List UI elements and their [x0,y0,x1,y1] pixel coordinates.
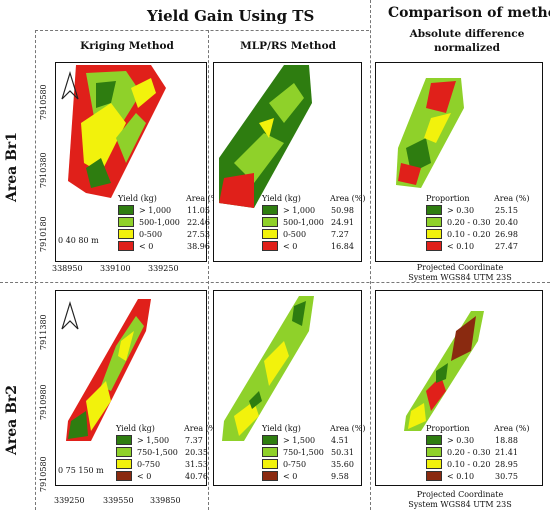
br2-y-tick: 7910580 [39,456,48,492]
divider [208,30,209,510]
br1-mlp-legend: Yield (kg) Area (%) > 1,000 50.98 500-1,00… [262,193,366,251]
br1-x-tick: 339100 [100,264,131,273]
comparison-subtitle-2: normalized [433,42,501,54]
comparison-subtitle-1: Absolute difference [409,28,525,40]
br1-x-tick: 338950 [52,264,83,273]
br1-comparison-map [375,62,543,262]
br1-y-tick: 7910580 [39,84,48,120]
br2-kriging-field [66,299,151,441]
br2-x-tick: 339550 [103,496,134,505]
br1-projection-note: Projected Coordinate System WGS84 UTM 23S [408,263,512,282]
north-arrow-icon [61,300,79,330]
br1-kriging-legend: Yield (kg) Area (%) > 1,000 11.05 500-1,00… [118,193,222,251]
br2-projection-note: Projected Coordinate System WGS84 UTM 23S [408,490,512,509]
br1-mlp-field [219,65,312,208]
br2-comparison-map [375,290,543,486]
br2-x-tick: 339850 [150,496,181,505]
br2-y-tick: 7911380 [39,314,48,350]
divider [0,282,550,283]
br1-x-tick: 339250 [148,264,179,273]
br2-comparison-legend: Proportion Area (%) > 0.30 18.88 0.20 - 0.… [426,423,530,481]
br2-x-tick: 339250 [54,496,85,505]
br1-scale-bar: 0 40 80 m [58,236,99,245]
br2-mlp-field [222,296,314,441]
row-label-br1: Area Br1 [4,131,20,202]
br1-comparison-field [396,78,464,188]
br1-kriging-field [68,65,166,198]
br1-kriging-map [55,62,207,262]
br1-comparison-legend: Proportion Area (%) > 0.30 25.15 0.20 - 0.… [426,193,530,251]
comparison-title: Comparison of methods [388,5,550,21]
br2-scale-bar: 0 75 150 m [58,466,104,475]
divider [370,0,371,510]
br2-y-tick: 7910980 [39,384,48,420]
br2-mlp-legend: Yield (kg) Area (%) > 1,500 4.51 750-1,500… [262,423,366,481]
divider [35,30,36,510]
br1-y-tick: 7910180 [39,216,48,252]
br2-comparison-field [404,311,484,431]
divider [35,30,369,31]
row-label-br2: Area Br2 [4,384,20,455]
mlp-column-title: MLP/RS Method [240,40,336,52]
north-arrow-icon [61,70,79,100]
br2-kriging-legend: Yield (kg) Area (%) > 1,500 7.37 750-1,500… [116,423,220,481]
br1-mlp-map [213,62,362,262]
br2-mlp-map [213,290,362,486]
main-title: Yield Gain Using TS [147,7,315,25]
br1-y-tick: 7910380 [39,152,48,188]
kriging-column-title: Kriging Method [80,40,174,52]
